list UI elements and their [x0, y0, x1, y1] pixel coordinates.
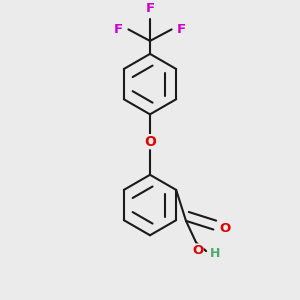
- Text: O: O: [144, 135, 156, 149]
- Text: O: O: [220, 222, 231, 235]
- Text: F: F: [177, 23, 186, 36]
- Text: H: H: [210, 248, 220, 260]
- Text: O: O: [192, 244, 203, 257]
- Text: F: F: [146, 2, 154, 15]
- Text: F: F: [114, 23, 123, 36]
